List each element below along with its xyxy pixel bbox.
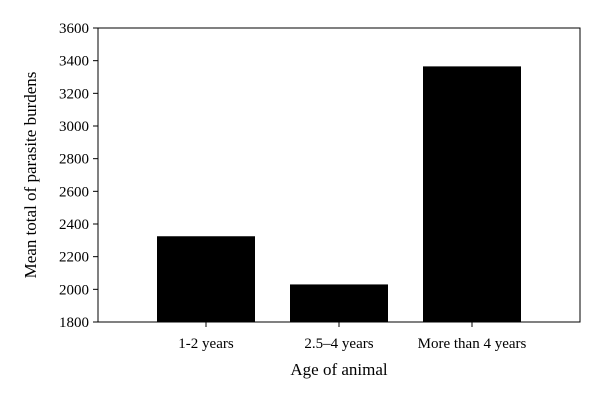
y-tick-label: 3000 (59, 119, 89, 135)
bars-group (157, 66, 521, 322)
x-tick-label: 2.5–4 years (304, 336, 373, 352)
x-tick-label: More than 4 years (418, 336, 527, 352)
y-tick-label: 3400 (59, 54, 89, 70)
bar-2 (423, 66, 521, 322)
y-tick-label: 2400 (59, 217, 89, 233)
x-axis-title: Age of animal (290, 360, 388, 379)
y-tick-label: 1800 (59, 315, 89, 331)
bar-0 (157, 236, 255, 322)
y-tick-label: 2200 (59, 250, 89, 266)
y-axis-title: Mean total of parasite burdens (21, 72, 40, 279)
y-tick-label: 3600 (59, 21, 89, 37)
x-axis-ticks: 1-2 years 2.5–4 years More than 4 years (178, 322, 527, 352)
y-axis-ticks: 1800 2000 2200 2400 2600 2800 3000 3200 3400 3600 (59, 21, 98, 331)
y-tick-label: 2600 (59, 184, 89, 200)
y-tick-label: 2800 (59, 152, 89, 168)
x-tick-label: 1-2 years (178, 336, 234, 352)
y-tick-label: 3200 (59, 86, 89, 102)
bar-1 (290, 284, 388, 322)
y-tick-label: 2000 (59, 282, 89, 298)
